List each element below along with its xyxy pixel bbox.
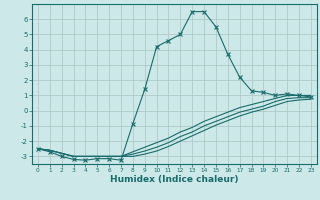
X-axis label: Humidex (Indice chaleur): Humidex (Indice chaleur) (110, 175, 239, 184)
